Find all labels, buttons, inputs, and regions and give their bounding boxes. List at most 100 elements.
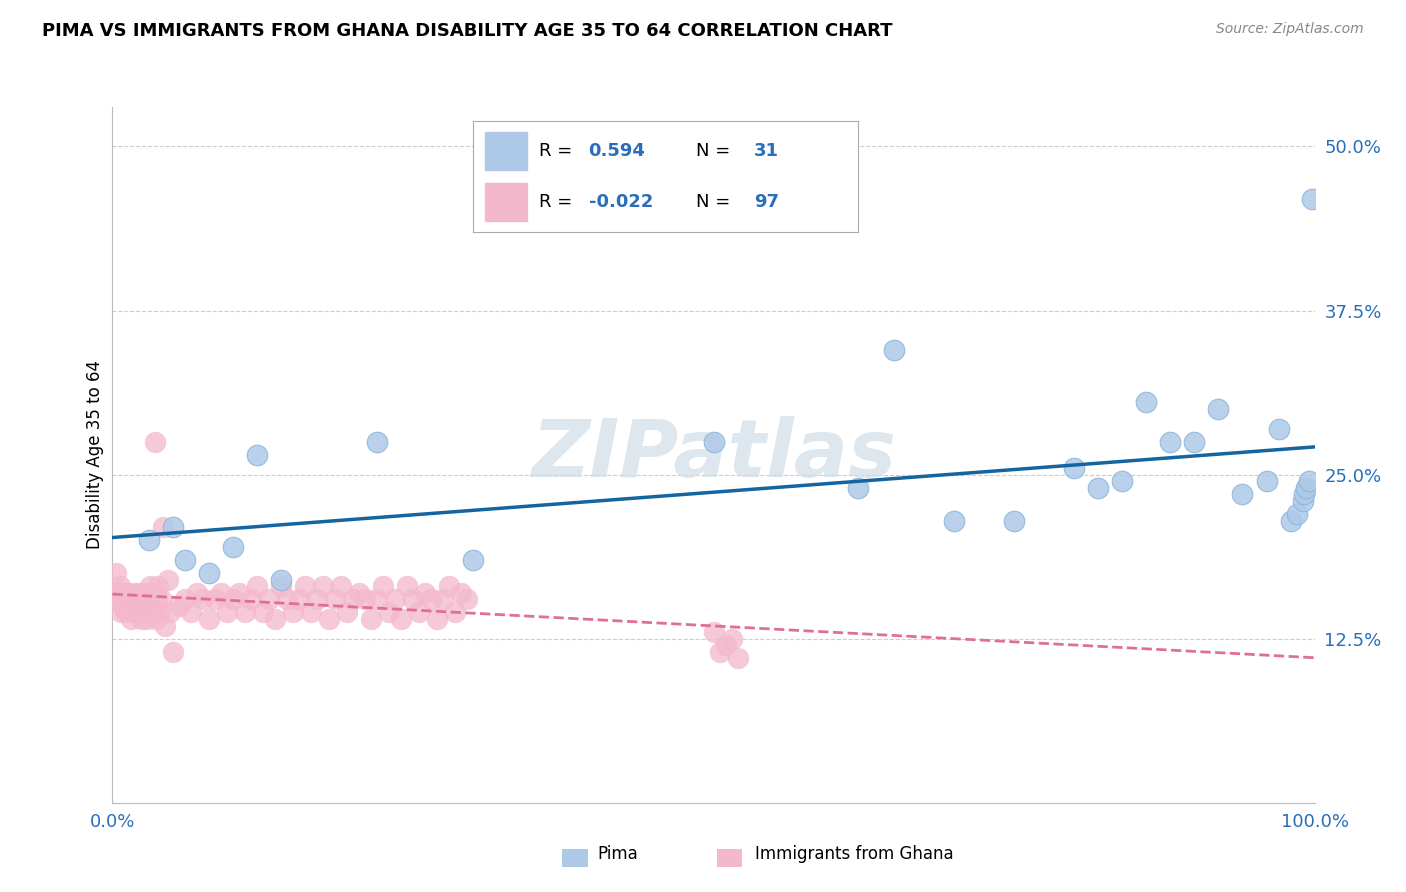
Point [883, 343, 905, 357]
Point [108, 579, 131, 593]
Point [347, 586, 370, 600]
Point [342, 592, 364, 607]
Point [720, 632, 742, 646]
Point [360, 612, 382, 626]
Point [122, 606, 145, 620]
Point [281, 606, 304, 620]
Point [114, 606, 136, 620]
Point [129, 592, 152, 607]
Point [432, 592, 454, 607]
Point [115, 586, 138, 600]
Point [305, 592, 328, 607]
Point [413, 586, 436, 600]
Point [122, 586, 145, 600]
Point [336, 606, 359, 620]
Point [702, 625, 725, 640]
Point [727, 651, 749, 665]
Point [156, 573, 179, 587]
Point [270, 579, 292, 593]
Point [215, 606, 238, 620]
Point [197, 612, 219, 626]
Point [461, 553, 484, 567]
Point [111, 599, 134, 613]
Point [1267, 422, 1289, 436]
Point [117, 599, 139, 613]
Point [709, 645, 731, 659]
Point [366, 592, 388, 607]
Point [191, 592, 214, 607]
Point [173, 553, 195, 567]
Point [209, 586, 232, 600]
Point [162, 645, 184, 659]
Point [186, 586, 208, 600]
Point [714, 638, 737, 652]
Point [395, 579, 418, 593]
Point [146, 579, 169, 593]
Point [1087, 481, 1109, 495]
Point [1295, 481, 1317, 495]
Text: Source: ZipAtlas.com: Source: ZipAtlas.com [1216, 22, 1364, 37]
Point [257, 592, 280, 607]
Point [702, 434, 725, 449]
Point [1002, 514, 1025, 528]
Point [112, 586, 135, 600]
Point [132, 606, 155, 620]
Point [105, 566, 128, 580]
Text: Pima: Pima [598, 845, 638, 863]
Point [125, 599, 148, 613]
Point [246, 448, 269, 462]
Point [233, 606, 256, 620]
Point [437, 579, 460, 593]
Point [408, 606, 430, 620]
Point [204, 592, 226, 607]
Point [110, 606, 132, 620]
Point [252, 606, 274, 620]
Point [1135, 395, 1157, 409]
Point [149, 592, 172, 607]
Point [131, 612, 153, 626]
Point [1298, 474, 1320, 488]
Point [318, 612, 340, 626]
Point [384, 592, 406, 607]
Point [159, 606, 181, 620]
Point [276, 592, 298, 607]
Point [139, 606, 162, 620]
Point [107, 592, 129, 607]
Point [152, 520, 174, 534]
Point [420, 592, 443, 607]
Point [1301, 192, 1323, 206]
Point [127, 606, 149, 620]
Point [222, 540, 245, 554]
Point [402, 592, 425, 607]
Point [142, 586, 165, 600]
Point [323, 592, 346, 607]
Text: Immigrants from Ghana: Immigrants from Ghana [755, 845, 953, 863]
Point [1285, 507, 1308, 521]
Point [263, 612, 285, 626]
Point [450, 586, 472, 600]
Point [135, 592, 157, 607]
Point [1063, 461, 1085, 475]
Point [1159, 434, 1181, 449]
Point [294, 579, 316, 593]
Point [134, 586, 156, 600]
Point [146, 592, 169, 607]
Point [846, 481, 869, 495]
Point [155, 618, 177, 632]
Point [1208, 401, 1230, 416]
Point [246, 579, 269, 593]
Point [139, 579, 162, 593]
Point [128, 586, 150, 600]
Point [162, 520, 184, 534]
Point [141, 592, 163, 607]
Point [143, 434, 166, 449]
Point [180, 606, 202, 620]
Point [1291, 494, 1313, 508]
Point [329, 579, 352, 593]
Point [1256, 474, 1278, 488]
Point [121, 592, 143, 607]
Y-axis label: Disability Age 35 to 64: Disability Age 35 to 64 [86, 360, 104, 549]
Point [426, 612, 449, 626]
Point [120, 612, 142, 626]
Point [456, 592, 478, 607]
